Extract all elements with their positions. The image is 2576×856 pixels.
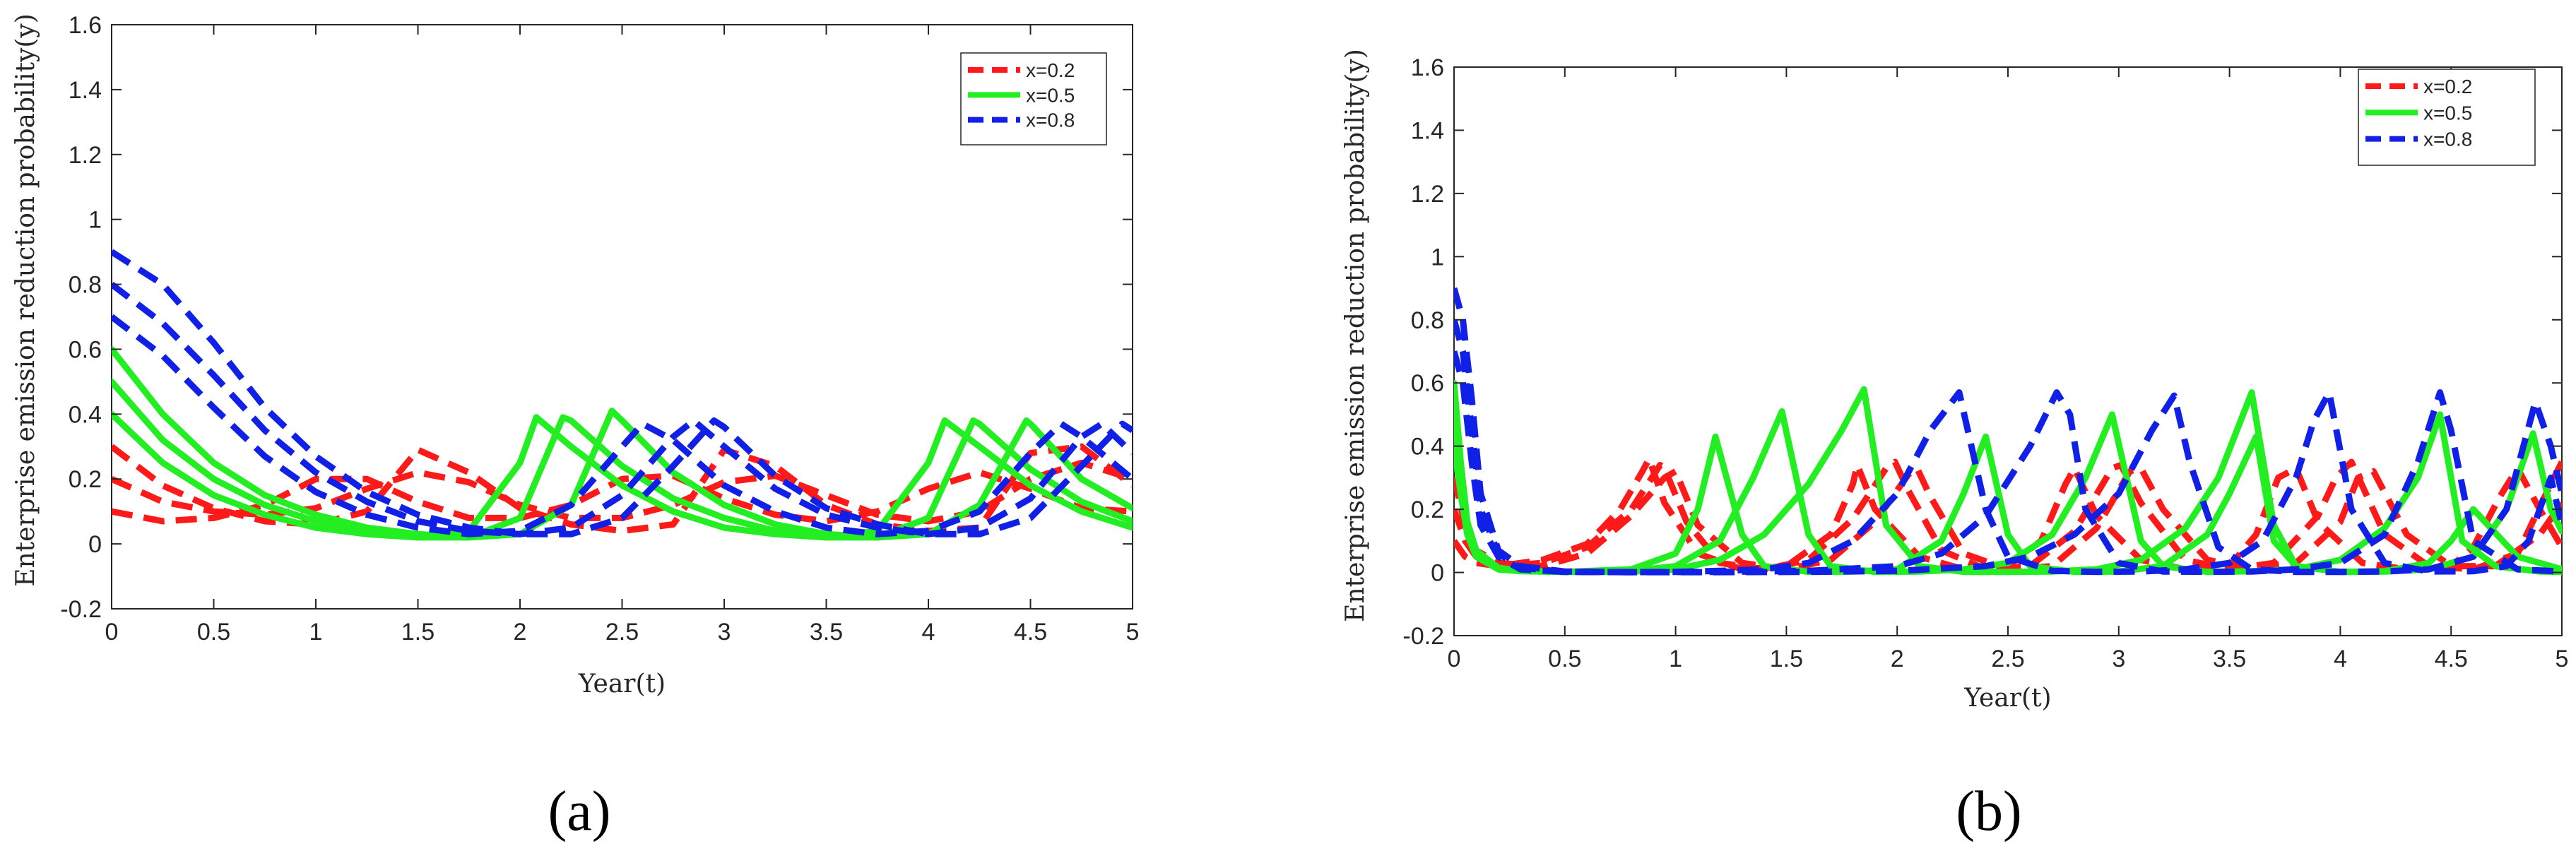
x-axis-label: Year(t) <box>1963 684 2051 713</box>
y-tick-label: 1 <box>88 207 102 234</box>
y-tick-label: 0.6 <box>69 336 102 363</box>
legend-box <box>2358 69 2536 166</box>
y-tick-label: 1.6 <box>1411 54 1444 81</box>
x-tick-label: 3 <box>2112 646 2125 672</box>
series-line-x-0-5-3 <box>112 345 1133 541</box>
series-line-x-0-8-1 <box>112 314 1133 537</box>
series-group <box>112 249 1133 541</box>
y-tick-label: 0.4 <box>69 401 102 428</box>
y-axis-label: Enterprise emission reduction probabilit… <box>1341 49 1370 622</box>
x-tick-label: 3 <box>718 619 731 646</box>
legend-entry-label: x=0.2 <box>1026 59 1075 81</box>
x-tick-label: 3.5 <box>810 619 843 646</box>
y-axis-label: Enterprise emission reduction probabilit… <box>11 13 40 587</box>
x-tick-label: 1.5 <box>1770 646 1803 672</box>
x-axis-label: Year(t) <box>578 670 666 699</box>
y-tick-label: -0.2 <box>60 596 102 623</box>
x-tick-label: 0.5 <box>1548 646 1581 672</box>
x-tick-label: 2 <box>514 619 527 646</box>
y-tick-label: -0.2 <box>1402 623 1444 650</box>
series-line-x-0-2-3 <box>1454 465 2562 573</box>
series-line-x-0-8-3 <box>1454 287 2562 576</box>
y-tick-label: 0 <box>88 531 102 558</box>
x-tick-label: 1 <box>1669 646 1682 672</box>
y-tick-label: 0.6 <box>1411 370 1444 397</box>
y-tick-label: 1.2 <box>1411 181 1444 208</box>
y-tick-label: 1.4 <box>69 77 102 104</box>
y-tick-label: 0.2 <box>1411 497 1444 523</box>
y-tick-label: 1.2 <box>69 142 102 169</box>
x-tick-label: 4.5 <box>2435 646 2468 672</box>
series-line-x-0-8-3 <box>112 249 1133 537</box>
x-tick-label: 4 <box>922 619 935 646</box>
y-tick-label: 0 <box>1431 560 1444 587</box>
x-tick-label: 2 <box>1891 646 1904 672</box>
y-tick-label: 1 <box>1431 244 1444 271</box>
series-line-x-0-8-2 <box>112 282 1133 537</box>
series-line-x-0-8-2 <box>1454 319 2562 576</box>
y-tick-label: 1.4 <box>1411 117 1444 144</box>
y-tick-label: 0.8 <box>69 272 102 299</box>
x-tick-label: 1.5 <box>401 619 435 646</box>
x-tick-label: 0 <box>1448 646 1461 672</box>
x-tick-label: 0.5 <box>197 619 230 646</box>
x-tick-label: 4.5 <box>1014 619 1047 646</box>
panel-b-chart: 0 0.5 1 1.5 2 2.5 3 3.5 4 4.5 5-0.200.20.40.60.811… <box>1341 49 2568 843</box>
x-tick-label: 5 <box>2556 646 2569 672</box>
series-line-x-0-2-1 <box>112 469 1133 525</box>
x-tick-label: 1 <box>309 619 323 646</box>
x-tick-label: 0 <box>105 619 119 646</box>
series-group <box>1454 287 2562 576</box>
legend: x=0.2 x=0.5 x=0.8 <box>2358 69 2536 166</box>
panel-a-chart: 0 0.5 1 1.5 2 2.5 3 3.5 4 4.5 5-0.200.20.40.60.811… <box>11 12 1139 843</box>
y-tick-label: 1.6 <box>69 12 102 39</box>
legend-entry-label: x=0.8 <box>1026 109 1075 131</box>
panel-label: (a) <box>548 780 611 843</box>
x-tick-label: 5 <box>1126 619 1140 646</box>
legend-entry-label: x=0.5 <box>1026 84 1075 106</box>
legend-box <box>960 52 1107 145</box>
y-tick-label: 0.4 <box>1411 434 1444 460</box>
panel-label: (b) <box>1956 780 2021 843</box>
x-tick-label: 3.5 <box>2213 646 2246 672</box>
series-line-x-0-5-2 <box>112 378 1133 541</box>
x-tick-label: 4 <box>2334 646 2347 672</box>
y-tick-label: 0.2 <box>69 466 102 493</box>
legend: x=0.2 x=0.5 x=0.8 <box>960 52 1107 145</box>
legend-entry-label: x=0.8 <box>2423 129 2472 150</box>
series-line-x-0-5-1 <box>112 410 1133 541</box>
y-tick-label: 0.8 <box>1411 307 1444 334</box>
x-tick-label: 2.5 <box>1991 646 2024 672</box>
legend-entry-label: x=0.5 <box>2423 102 2472 124</box>
legend-entry-label: x=0.2 <box>2423 76 2472 97</box>
x-tick-label: 2.5 <box>605 619 639 646</box>
